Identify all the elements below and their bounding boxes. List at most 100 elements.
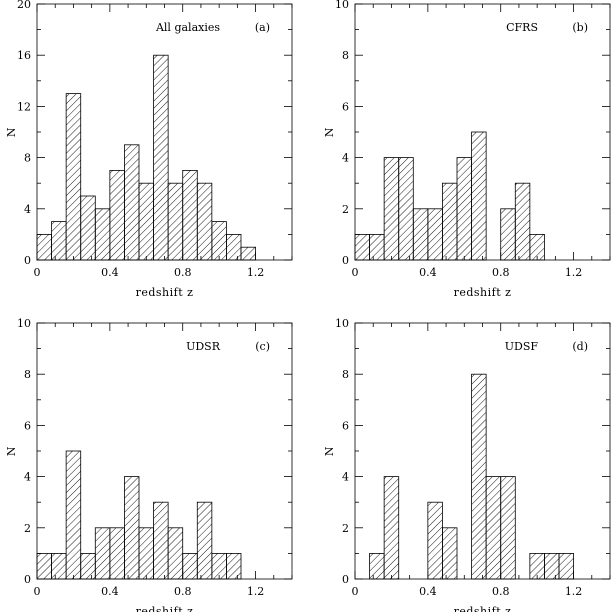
histogram-bar: [427, 208, 443, 261]
histogram-bar: [485, 476, 502, 580]
x-tick-label: 0: [34, 585, 41, 598]
histogram-bar: [167, 527, 184, 580]
histogram-bar: [94, 208, 111, 261]
histogram-bar: [226, 233, 242, 261]
histogram-bar: [80, 195, 96, 261]
histogram-bar: [153, 501, 169, 580]
panel-d: 0 0.4 0.8 1.2 0 2 4 6 8 10 redshift z N (d) UDSF: [323, 317, 611, 612]
panel-a: 0 0.4 0.8 1.2 0 4 8 12 16 20 redshift z N (a) All gal…: [5, 0, 293, 299]
y-tick-label: 10: [17, 317, 31, 330]
y-axis-label: N: [5, 446, 18, 456]
histogram-bar: [500, 208, 516, 261]
histogram-bar: [124, 476, 140, 580]
y-tick-label: 16: [17, 49, 31, 62]
histogram-bar: [383, 157, 400, 261]
panel-c: 0 0.4 0.8 1.2 0 2 4 6 8 10 redshift z N (c) UDSR: [5, 317, 293, 612]
y-tick-label: 4: [342, 152, 349, 165]
y-tick-label: 4: [24, 203, 31, 216]
x-tick-label: 0.8: [174, 585, 192, 598]
panel-tag: (c): [255, 340, 270, 353]
histogram-bar: [240, 246, 256, 261]
x-tick-label: 0.8: [174, 266, 192, 279]
y-tick-label: 2: [342, 522, 349, 535]
histogram-bar: [442, 182, 458, 261]
histogram-bar: [369, 233, 385, 261]
x-tick-label: 0: [352, 266, 359, 279]
panel-tag: (a): [255, 21, 270, 34]
panel-title: UDSF: [505, 340, 539, 353]
x-tick-label: 1.2: [565, 585, 583, 598]
y-tick-label: 8: [24, 152, 31, 165]
histogram-bar: [544, 553, 560, 580]
histogram-bar: [412, 208, 429, 261]
y-tick-label: 10: [335, 0, 349, 11]
x-tick-label: 0: [34, 266, 41, 279]
histogram-bar: [80, 553, 96, 580]
histogram-bar: [153, 54, 169, 261]
histogram-bar: [500, 476, 516, 580]
histogram-bar: [36, 553, 52, 580]
y-tick-label: 2: [342, 203, 349, 216]
x-tick-label: 1.2: [247, 266, 265, 279]
histogram-bar: [354, 233, 370, 261]
histogram-bar: [442, 527, 458, 580]
histogram-bar: [514, 182, 531, 261]
histogram-bar: [65, 450, 82, 580]
histogram-bar: [109, 527, 125, 580]
histogram-bar: [196, 501, 213, 580]
panel-b: 0 0.4 0.8 1.2 0 2 4 6 8 10 redshift z N (b) CFRS: [323, 0, 611, 299]
histogram-bar: [94, 527, 111, 580]
x-axis-label: redshift z: [136, 286, 194, 299]
x-tick-label: 0.4: [101, 585, 119, 598]
y-axis-label: N: [323, 446, 336, 456]
y-axis-label: N: [323, 127, 336, 137]
histogram-bar: [226, 553, 242, 580]
x-tick-label: 0.4: [101, 266, 119, 279]
histogram-bar: [182, 169, 198, 261]
histogram-bar: [196, 182, 213, 261]
histogram-bar: [369, 553, 385, 580]
histogram-bar: [138, 527, 154, 580]
panel-title: All galaxies: [155, 21, 220, 34]
y-tick-label: 10: [335, 317, 349, 330]
x-axis-label: redshift z: [136, 605, 194, 612]
histogram-bar: [398, 157, 414, 261]
y-axis-label: N: [5, 127, 18, 137]
y-tick-label: 6: [342, 100, 349, 113]
x-tick-label: 0.8: [492, 266, 510, 279]
histogram-bar: [211, 221, 227, 261]
histogram-bar: [182, 553, 198, 580]
x-tick-label: 0.4: [419, 266, 437, 279]
histogram-bar: [65, 93, 82, 261]
histogram-bar: [124, 144, 140, 261]
y-tick-label: 0: [24, 573, 31, 586]
x-tick-label: 0.8: [492, 585, 510, 598]
histogram-bar: [51, 221, 67, 261]
x-axis-label: redshift z: [454, 605, 512, 612]
y-tick-label: 0: [24, 254, 31, 267]
y-tick-label: 6: [342, 419, 349, 432]
y-tick-label: 20: [17, 0, 31, 11]
panel-title: UDSR: [186, 340, 221, 353]
x-tick-label: 0: [352, 585, 359, 598]
y-tick-label: 8: [342, 49, 349, 62]
x-tick-label: 0.4: [419, 585, 437, 598]
panel-tag: (d): [572, 340, 588, 353]
histogram-bar: [427, 501, 443, 580]
histogram-bar: [558, 553, 574, 580]
histogram-bar: [167, 182, 184, 261]
histogram-bar: [471, 373, 487, 580]
panel-title: CFRS: [506, 21, 538, 34]
y-tick-label: 0: [342, 573, 349, 586]
y-tick-label: 8: [24, 368, 31, 381]
histogram-bar: [138, 182, 154, 261]
panel-tag: (b): [572, 21, 588, 34]
y-tick-label: 4: [24, 471, 31, 484]
y-tick-label: 12: [17, 100, 31, 113]
y-tick-label: 8: [342, 368, 349, 381]
x-tick-label: 1.2: [247, 585, 265, 598]
histogram-bar: [36, 233, 52, 261]
x-axis-label: redshift z: [454, 286, 512, 299]
x-tick-label: 1.2: [565, 266, 583, 279]
